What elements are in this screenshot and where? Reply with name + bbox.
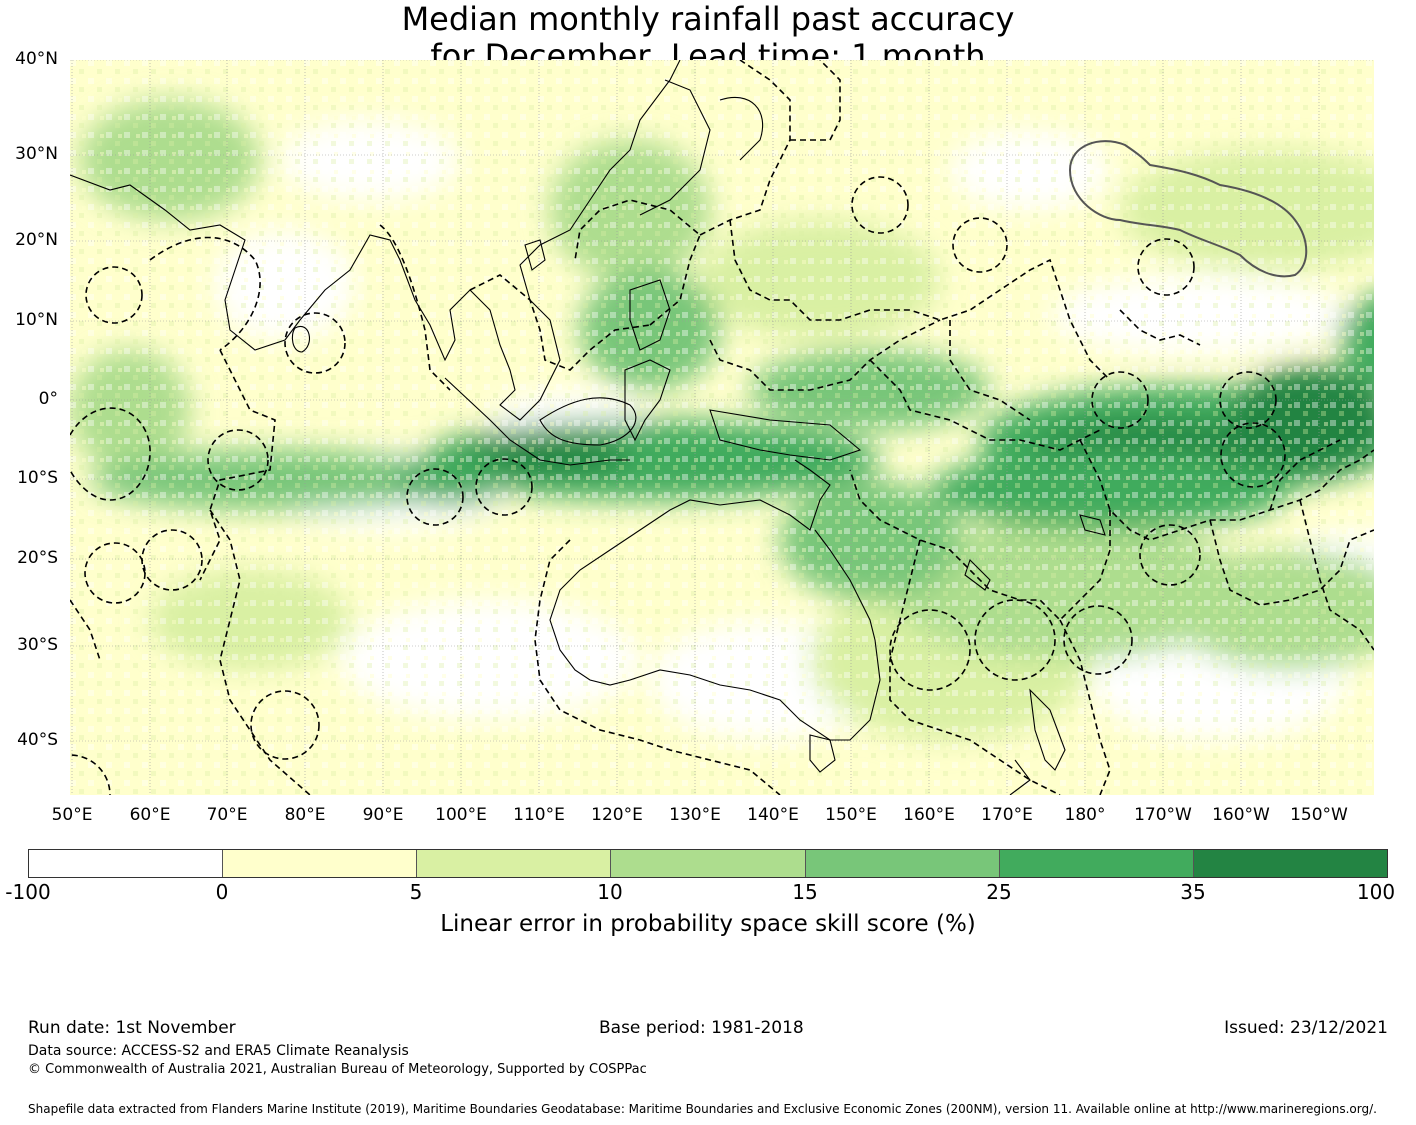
lon-label-160w: 160°W	[1212, 805, 1270, 825]
lon-label-170w: 170°W	[1134, 805, 1192, 825]
coastlines	[70, 60, 1106, 795]
colorbar-segment	[417, 850, 612, 877]
lon-label-180: 180°	[1064, 805, 1106, 825]
hawaii-eez-outline	[1068, 140, 1308, 278]
colorbar-label: Linear error in probability space skill …	[440, 911, 976, 937]
run-date: Run date: 1st November	[28, 1018, 236, 1038]
data-source: Data source: ACCESS-S2 and ERA5 Climate …	[28, 1043, 409, 1059]
lon-label-110e: 110°E	[513, 805, 565, 825]
field-texture	[70, 60, 1374, 795]
colorbar-tick: 15	[792, 880, 818, 904]
lon-label-150w: 150°W	[1290, 805, 1348, 825]
colorbar-tick: 25	[986, 880, 1012, 904]
issued-date: Issued: 23/12/2021	[1224, 1018, 1388, 1038]
base-period: Base period: 1981-2018	[599, 1018, 804, 1038]
lat-label-40s: 40°S	[17, 730, 58, 750]
lon-label-140e: 140°E	[747, 805, 799, 825]
lat-label-40n: 40°N	[15, 49, 58, 69]
lon-label-60e: 60°E	[129, 805, 171, 825]
shapefile-credit: Shapefile data extracted from Flanders M…	[28, 1102, 1377, 1116]
lat-label-10n: 10°N	[15, 310, 58, 330]
lon-label-80e: 80°E	[284, 805, 326, 825]
colorbar-segment	[1193, 850, 1387, 877]
colorbar-tick: 100	[1356, 880, 1396, 904]
lon-label-170e: 170°E	[981, 805, 1033, 825]
lon-label-120e: 120°E	[591, 805, 643, 825]
colorbar-tick: 10	[597, 880, 623, 904]
lon-label-70e: 70°E	[206, 805, 248, 825]
colorbar-tick: 35	[1180, 880, 1206, 904]
skill-score-map	[70, 60, 1374, 795]
colorbar-segment	[29, 850, 224, 877]
colorbar	[28, 849, 1388, 878]
colorbar-segment	[805, 850, 1000, 877]
lon-label-150e: 150°E	[825, 805, 877, 825]
lat-label-10s: 10°S	[17, 468, 58, 488]
lon-label-130e: 130°E	[669, 805, 721, 825]
lon-label-50e: 50°E	[51, 805, 93, 825]
colorbar-tick: 5	[409, 880, 423, 904]
eez-boundaries	[70, 60, 1374, 795]
lon-label-160e: 160°E	[903, 805, 955, 825]
lat-label-20s: 20°S	[17, 548, 58, 568]
lat-label-30n: 30°N	[15, 144, 58, 164]
lat-label-20n: 20°N	[15, 230, 58, 250]
lat-label-0: 0°	[38, 389, 58, 409]
copyright: © Commonwealth of Australia 2021, Austra…	[28, 1062, 647, 1077]
lon-label-100e: 100°E	[435, 805, 487, 825]
colorbar-tick: 0	[215, 880, 229, 904]
colorbar-segment	[223, 850, 418, 877]
lon-label-90e: 90°E	[362, 805, 404, 825]
map-title-line-1: Median monthly rainfall past accuracy	[401, 0, 1015, 38]
lat-label-30s: 30°S	[17, 635, 58, 655]
colorbar-segment	[999, 850, 1194, 877]
colorbar-tick: -100	[5, 880, 51, 904]
colorbar-segment	[611, 850, 806, 877]
